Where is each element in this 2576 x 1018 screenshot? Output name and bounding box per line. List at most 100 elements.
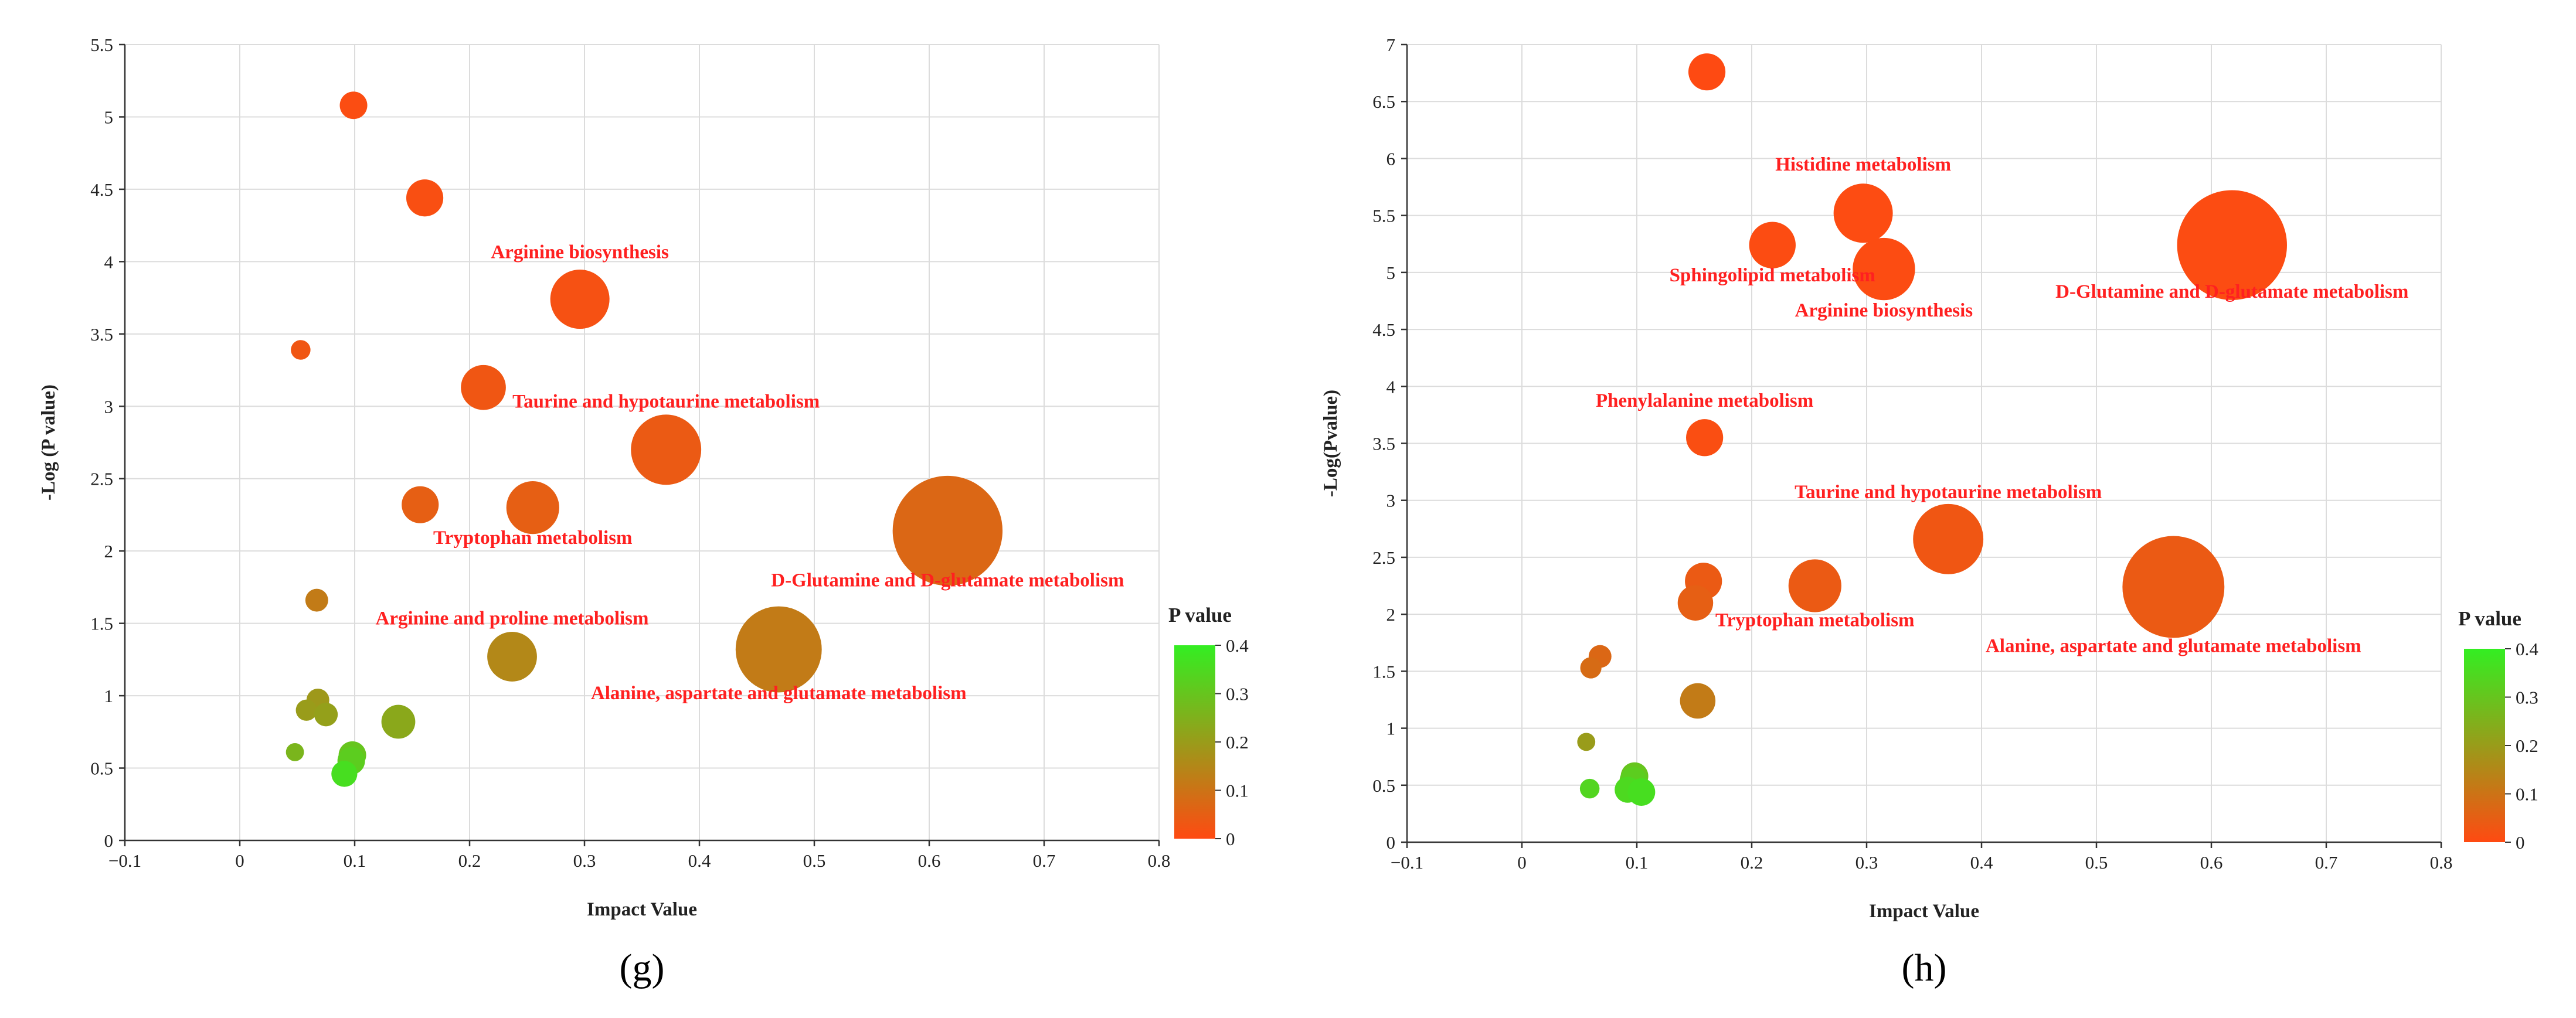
x-axis-title: Impact Value [1869,901,1979,922]
panel-label: (g) [620,946,665,989]
y-tick-label: 3 [1386,491,1396,511]
x-tick-label: 0.3 [573,850,596,871]
legend-ticks: 0 0.1 0.2 0.3 0.4 [2505,639,2538,853]
data-point [1913,503,1984,574]
legend-tick-label: 0 [2516,832,2525,853]
x-tick-labels: −0.1 0 0.1 0.2 0.3 0.4 0.5 0.6 0.7 0.8 [1391,852,2452,873]
legend-tick-label: 0.4 [1226,635,1249,656]
y-tick-label: 7 [1386,35,1396,55]
y-axis-title: -Log (P value) [38,384,59,501]
x-tick-label: 0.5 [2085,852,2108,873]
y-tick-label: 0.5 [90,758,113,779]
y-tick-label: 3.5 [90,324,113,345]
y-tick-label: 2.5 [1372,547,1395,568]
x-tick-label: 0.7 [2315,852,2338,873]
data-point [1677,585,1714,621]
x-tick-label: 0.8 [1148,850,1171,871]
y-tick-label: 1.5 [90,614,113,634]
legend-ticks: 0 0.1 0.2 0.3 0.4 [1215,635,1249,849]
data-point [487,632,537,682]
legend-tick-label: 0.2 [1226,732,1249,753]
data-point [286,743,304,761]
point-labels: Arginine biosynthesis Taurine and hypotau… [376,242,1124,704]
data-point [1580,657,1602,679]
legend-color-bar [2464,649,2505,842]
legend-tick-label: 0.1 [1226,781,1249,801]
x-tick-label: 0.1 [344,850,366,871]
legend-title: P value [1168,604,1232,627]
data-point [1788,559,1841,612]
y-tick-label: 5.5 [90,35,113,55]
legend-title: P value [2458,607,2521,630]
p-value-legend: P value 0 0.1 0.2 0.3 0.4 [1168,604,1249,849]
y-tick-label: 5 [1386,263,1396,283]
panel-h: −0.1 0 0.1 0.2 0.3 0.4 0.5 0.6 0.7 0.8 00.511.522… [1320,35,2538,989]
panel-g: −0.1 0 0.1 0.2 0.3 0.4 0.5 0.6 0.7 0.8 00.511.522… [38,35,1249,989]
point-label: Histidine metabolism [1775,154,1951,175]
y-tick-label: 4 [1386,376,1396,397]
x-tick-label: 0 [235,850,244,871]
x-tick-label: 0.8 [2430,852,2453,873]
y-tick-label: 2 [1386,604,1396,625]
x-tick-labels: −0.1 0 0.1 0.2 0.3 0.4 0.5 0.6 0.7 0.8 [108,850,1170,871]
data-point [1853,237,1915,301]
y-tick-labels: 0 0.5 1 1.5 2 2.5 3 3.5 4 4.5 5 5.5 6 6.5 7 [1372,35,1395,853]
legend-tick-label: 0 [1226,829,1235,849]
legend-color-bar [1174,645,1215,839]
y-tick-labels: 0 0.5 1 1.5 2 2.5 3 3.5 4 4.5 5 5.5 [90,35,113,851]
data-point [461,365,506,410]
data-point [1686,419,1724,457]
data-points [1577,53,2287,806]
x-tick-label: 0.2 [458,850,481,871]
y-tick-label: 0 [104,830,114,851]
y-tick-label: 5.5 [1372,206,1395,226]
point-label: Arginine biosynthesis [491,242,669,263]
y-tick-label: 0.5 [1372,775,1395,796]
x-tick-label: −0.1 [108,850,141,871]
point-label: Arginine and proline metabolism [376,608,649,629]
y-tick-label: 0 [1386,832,1396,853]
panel-label: (h) [1902,946,1947,989]
data-point [1833,183,1893,243]
data-point [1577,733,1596,751]
x-tick-label: −0.1 [1391,852,1423,873]
legend-tick-label: 0.2 [2516,736,2538,756]
x-tick-label: 0.1 [1626,852,1649,873]
y-tick-label: 4 [104,251,114,272]
data-point [1627,778,1656,806]
data-point [735,606,822,693]
x-tick-label: 0.7 [1033,850,1056,871]
x-tick-label: 0.2 [1741,852,1763,873]
y-axis-title: -Log(Pvalue) [1320,390,1341,497]
x-tick-label: 0 [1517,852,1527,873]
data-point [1688,53,1726,91]
data-point [550,270,610,329]
data-point [291,340,311,360]
x-tick-label: 0.6 [918,850,941,871]
point-label: D-Glutamine and D-glutamate metabolism [771,570,1124,591]
axes [119,43,1160,846]
y-tick-label: 5 [104,107,114,127]
point-label: Tryptophan metabolism [1715,610,1915,631]
y-tick-label: 2.5 [90,469,113,489]
data-point [314,703,338,727]
data-point [295,699,317,721]
point-labels: Histidine metabolism Sphingolipid metabol… [1596,154,2408,657]
data-point [331,761,358,787]
data-point [2122,536,2225,638]
point-label: Alanine, aspartate and glutamate metabol… [1986,635,2361,656]
y-tick-label: 3.5 [1372,434,1395,454]
data-point [381,704,416,739]
y-tick-label: 6 [1386,148,1396,169]
data-point [339,91,368,120]
y-tick-label: 6.5 [1372,91,1395,112]
x-tick-label: 0.5 [803,850,826,871]
y-tick-label: 1 [104,686,114,706]
data-point [305,588,328,612]
legend-tick-label: 0.4 [2516,639,2538,659]
x-tick-label: 0.4 [1970,852,1993,873]
y-tick-label: 1 [1386,719,1396,739]
legend-tick-label: 0.1 [2516,784,2538,805]
data-point [506,481,559,534]
